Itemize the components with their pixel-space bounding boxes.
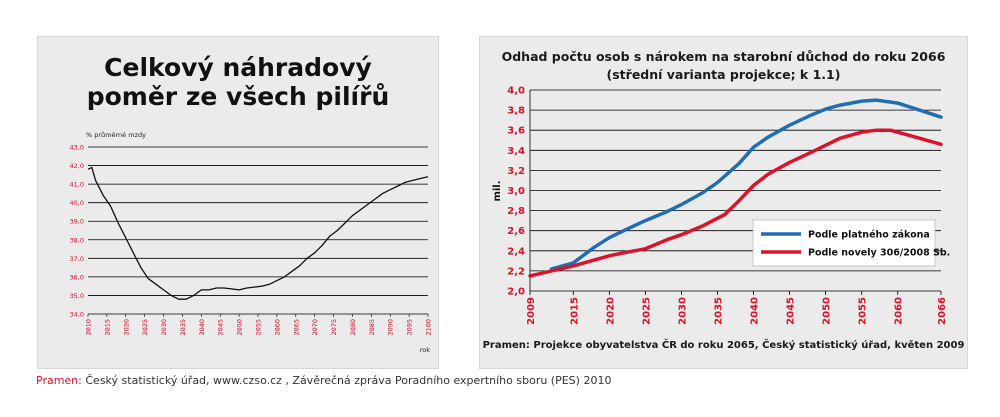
legend-box (752, 219, 936, 267)
y-tick-label: 3,6 (507, 126, 525, 137)
chart-subtitle: (střední varianta projekce; k 1.1) (606, 67, 841, 82)
y-tick-label: 40,0 (70, 199, 84, 207)
y-tick-label: 3,2 (507, 166, 525, 177)
y-tick-label: 36,0 (70, 273, 84, 281)
y-tick-label: 3,4 (507, 146, 525, 157)
x-tick-label: 2050 (236, 319, 244, 336)
x-tick-label: 2009 (526, 297, 537, 325)
x-tick-label: 2080 (349, 319, 357, 336)
x-tick-label: 2075 (330, 319, 338, 336)
y-tick-label: 3,0 (507, 186, 525, 197)
y-tick-label: 37,0 (70, 255, 84, 263)
y-tick-label: 2,4 (507, 246, 525, 257)
x-tick-label: 2020 (122, 319, 130, 336)
x-tick-label: 2030 (677, 297, 688, 325)
y-tick-label: 41,0 (70, 181, 84, 189)
chart-title-line-2: poměr ze všech pilířů (86, 82, 390, 111)
y-tick-label: 39,0 (70, 218, 84, 226)
x-tick-label: 2055 (255, 319, 263, 336)
legend-label-current-law: Podle platného zákona (808, 230, 930, 241)
footer-source: Pramen: Český statistický úřad, www.czso… (36, 374, 611, 387)
series-line-replacement-ratio (87, 166, 429, 300)
x-tick-label: 2065 (292, 319, 300, 336)
chart-title-line-1: Celkový náhradový (104, 53, 372, 82)
x-tick-label: 2025 (641, 297, 652, 325)
y-tick-label: 35,0 (70, 292, 84, 300)
chart-source-note: Pramen: Projekce obyvatelstva ČR do roku… (482, 340, 965, 351)
replacement-ratio-chart-panel: Celkový náhradový poměr ze všech pilířů … (37, 36, 439, 369)
y-tick-label: 2,0 (507, 287, 525, 298)
series-line-amendment-2008 (528, 128, 943, 278)
x-tick-label: 2060 (273, 319, 281, 336)
x-tick-label: 2025 (141, 319, 149, 336)
y-tick-label: 4,0 (507, 86, 525, 97)
x-tick-label: 2055 (858, 297, 869, 325)
x-tick-label: 2020 (605, 297, 616, 325)
x-tick-label: 2030 (160, 319, 168, 336)
x-tick-label: 2010 (85, 319, 93, 336)
y-tick-label: 3,8 (507, 106, 525, 117)
y-axis-label: mil. (492, 180, 503, 201)
x-tick-label: 2066 (937, 297, 948, 325)
x-tick-label: 2070 (311, 319, 319, 336)
x-tick-label: 2040 (750, 297, 761, 325)
y-tick-label: 38,0 (70, 236, 84, 244)
x-tick-label: 2015 (103, 319, 111, 336)
x-tick-label: 2045 (786, 297, 797, 325)
x-tick-label: 2095 (406, 319, 414, 336)
y-tick-label: 43,0 (70, 144, 84, 152)
legend-label-amendment-2008: Podle novely 306/2008 Sb. (808, 248, 950, 259)
x-tick-label: 2085 (368, 319, 376, 336)
pension-claimants-chart-panel: Odhad počtu osob s nárokem na starobní d… (479, 36, 968, 369)
pension-claimants-line-chart: 2,0 2,2 2,4 2,6 2,8 3,0 3,2 3,4 3,6 3,8 4,0 2009 201… (492, 86, 950, 325)
x-tick-label: 2035 (713, 297, 724, 325)
x-tick-label: 2090 (387, 319, 395, 336)
y-tick-label: 2,8 (507, 206, 525, 217)
x-tick-label: 2040 (198, 319, 206, 336)
x-axis-label: rok (420, 346, 431, 354)
footer-source-label: Pramen: (36, 374, 82, 387)
x-tick-label: 2050 (822, 297, 833, 325)
x-tick-label: 2060 (894, 297, 905, 325)
chart-title: Odhad počtu osob s nárokem na starobní d… (501, 49, 946, 64)
series-line-current-law (549, 98, 943, 271)
x-tick-label: 2100 (425, 319, 433, 336)
x-tick-label: 2015 (569, 297, 580, 325)
y-tick-label: 34,0 (70, 311, 84, 319)
y-axis-label: % průměrné mzdy (86, 131, 146, 139)
y-tick-label: 2,6 (507, 226, 525, 237)
x-tick-label: 2035 (179, 319, 187, 336)
footer-source-text: Český statistický úřad, www.czso.cz , Zá… (85, 374, 612, 387)
x-tick-label: 2045 (217, 319, 225, 336)
y-tick-label: 42,0 (70, 162, 84, 170)
replacement-ratio-line-chart: 34,0 35,0 36,0 37,0 38,0 39,0 40,0 41,0 42,0 43,0… (70, 131, 433, 354)
chart-legend: Podle platného zákona Podle novely 306/20… (752, 219, 950, 267)
y-tick-label: 2,2 (507, 266, 525, 277)
